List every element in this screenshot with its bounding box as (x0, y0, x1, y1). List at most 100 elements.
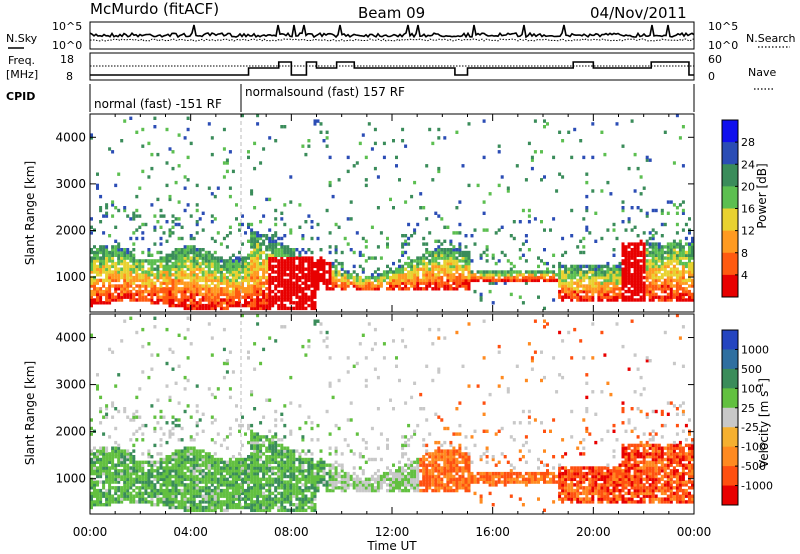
power-cell (561, 264, 565, 269)
power-cell (298, 303, 302, 308)
velocity-cell (147, 460, 151, 464)
power-cell (681, 228, 685, 232)
power-cell (630, 289, 634, 294)
velocity-cell (156, 421, 160, 425)
power-cell (99, 289, 103, 294)
velocity-cell (322, 463, 326, 467)
power-cell (192, 275, 196, 280)
velocity-cell (337, 426, 341, 431)
power-cell (585, 270, 589, 274)
power-cell (558, 289, 562, 294)
velocity-cell (123, 460, 127, 464)
power-cell (183, 289, 187, 294)
power-cell (150, 166, 154, 171)
power-cell (597, 292, 601, 297)
power-cell (262, 301, 266, 305)
power-cell (561, 273, 565, 277)
velocity-cell (198, 505, 202, 510)
power-cell (355, 281, 359, 285)
power-cell (621, 206, 625, 210)
velocity-cell (250, 390, 254, 394)
power-cell (228, 292, 232, 297)
power-cell (645, 287, 649, 291)
velocity-cell (108, 497, 112, 501)
power-cell (207, 273, 211, 277)
power-cell (123, 289, 127, 294)
velocity-cell (180, 505, 184, 510)
power-cell (253, 278, 257, 283)
power-cell (238, 273, 241, 277)
velocity-cell (256, 457, 260, 462)
velocity-cell (271, 452, 275, 456)
power-cell (271, 234, 275, 238)
power-cell (678, 253, 682, 257)
power-cell (247, 155, 250, 160)
power-cell (216, 275, 220, 280)
power-cell (295, 248, 299, 252)
power-cell (648, 270, 652, 274)
power-cell (455, 231, 459, 235)
velocity-cell (280, 500, 284, 504)
velocity-cell (189, 488, 193, 493)
power-cell (256, 122, 260, 126)
velocity-cell (126, 415, 130, 419)
power-cell (213, 194, 217, 199)
power-cell (96, 256, 99, 260)
power-cell (573, 127, 577, 132)
power-cell (259, 248, 263, 252)
velocity-cell (105, 494, 109, 498)
power-cell (210, 278, 214, 283)
power-cell (675, 278, 679, 283)
velocity-cell (292, 503, 296, 507)
velocity-cell (105, 452, 109, 456)
power-cell (222, 306, 226, 311)
velocity-cell (105, 449, 109, 453)
velocity-cell (108, 469, 112, 473)
power-cell (213, 287, 217, 291)
power-cell (675, 275, 679, 280)
velocity-cell (295, 449, 299, 453)
freq-left-label-1: Freq. (8, 54, 35, 67)
power-cell (688, 261, 691, 266)
power-cell (235, 270, 238, 274)
power-cell (612, 253, 616, 257)
power-cell (165, 295, 169, 299)
velocity-cell (195, 505, 199, 510)
power-cell (582, 273, 586, 277)
power-cell (177, 267, 181, 271)
velocity-cell (93, 491, 96, 496)
velocity-cell (168, 395, 172, 400)
power-cell (268, 239, 272, 243)
power-cell (684, 264, 688, 269)
power-cell (105, 261, 109, 266)
power-cell (552, 155, 556, 160)
power-cell (642, 281, 646, 285)
velocity-cell (286, 466, 290, 470)
power-cell (527, 273, 531, 277)
power-cell (452, 264, 456, 269)
velocity-cell (108, 466, 112, 470)
power-cell (126, 261, 130, 266)
power-cell (494, 281, 498, 285)
power-cell (147, 267, 151, 271)
power-cell (280, 217, 284, 221)
velocity-cell (159, 438, 163, 442)
power-cell (606, 267, 610, 271)
power-cell (621, 200, 625, 204)
power-cell (355, 231, 359, 235)
power-cell (216, 270, 220, 274)
velocity-cell (340, 469, 344, 473)
power-cell (253, 250, 257, 255)
velocity-cell (108, 460, 112, 464)
power-cell (416, 261, 420, 266)
power-cell (639, 259, 643, 263)
velocity-cell (289, 500, 293, 504)
power-cell (277, 295, 281, 299)
velocity-cell (280, 466, 284, 470)
power-cell (675, 289, 679, 294)
power-cell (521, 253, 525, 257)
power-cell (165, 284, 169, 288)
velocity-cell (244, 460, 247, 464)
power-cell (283, 273, 287, 277)
power-cell (253, 284, 257, 288)
